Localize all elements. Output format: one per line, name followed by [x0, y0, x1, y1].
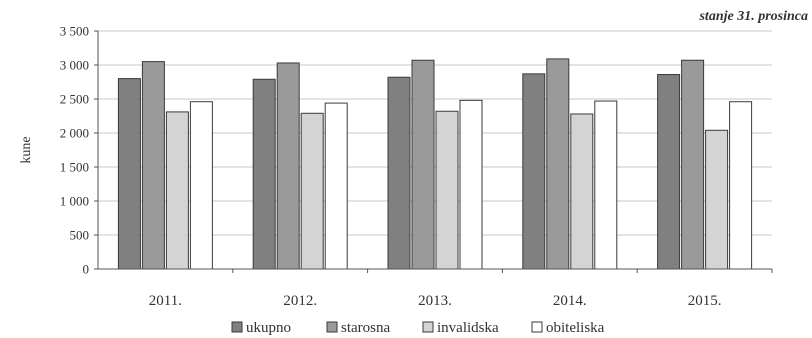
- bar-invalidska: [570, 113, 594, 270]
- bar-invalidska: [705, 129, 729, 270]
- bar-obiteliska: [729, 101, 753, 270]
- x-axis-labels: 2011. 2012. 2013. 2014. 2015.: [149, 269, 773, 309]
- bar-ukupno: [252, 78, 276, 270]
- bar-ukupno: [657, 74, 681, 270]
- legend-label: ukupno: [246, 320, 291, 336]
- bar-starosna: [546, 58, 570, 270]
- legend-swatch-obiteliska: [531, 321, 543, 333]
- y-tick-label: 3 500: [60, 24, 89, 39]
- x-tick-label: 2013.: [418, 293, 452, 309]
- x-tick-label: 2015.: [688, 293, 722, 309]
- legend-label: invalidska: [437, 320, 499, 336]
- bar-obiteliska: [459, 99, 483, 270]
- y-axis-label: kune: [19, 136, 34, 163]
- y-axis-ticks: 0 500 1 000 1 500 2 000 2 500 3 000 3 500: [60, 24, 98, 277]
- bar-starosna: [276, 62, 300, 270]
- bar-starosna: [411, 59, 435, 270]
- chart-note: stanje 31. prosinca: [698, 9, 808, 24]
- y-tick-label: 2 000: [60, 126, 89, 141]
- legend: ukupno starosna invalidska obiteliska: [231, 320, 605, 336]
- bar-starosna: [681, 59, 705, 270]
- y-tick-label: 500: [70, 228, 90, 243]
- y-tick-label: 2 500: [60, 92, 89, 107]
- legend-label: starosna: [341, 320, 390, 336]
- bar-ukupno: [387, 76, 411, 270]
- bar-invalidska: [165, 111, 189, 270]
- x-tick-label: 2011.: [149, 293, 182, 309]
- bar-obiteliska: [594, 100, 618, 270]
- legend-swatch-ukupno: [231, 321, 243, 333]
- bar-obiteliska: [324, 102, 348, 270]
- legend-swatch-starosna: [326, 321, 338, 333]
- bar-invalidska: [300, 112, 324, 270]
- legend-swatch-invalidska: [422, 321, 434, 333]
- y-tick-label: 3 000: [60, 58, 89, 73]
- bars: [117, 58, 753, 270]
- bar-ukupno: [522, 73, 546, 270]
- bar-ukupno: [117, 78, 141, 270]
- y-tick-label: 0: [83, 262, 90, 277]
- bar-starosna: [141, 61, 165, 270]
- bar-obiteliska: [189, 101, 213, 270]
- x-tick-label: 2014.: [553, 293, 587, 309]
- legend-label: obiteliska: [546, 320, 605, 336]
- x-tick-label: 2012.: [283, 293, 317, 309]
- y-tick-label: 1 500: [60, 160, 89, 175]
- y-tick-label: 1 000: [60, 194, 89, 209]
- bar-invalidska: [435, 110, 459, 270]
